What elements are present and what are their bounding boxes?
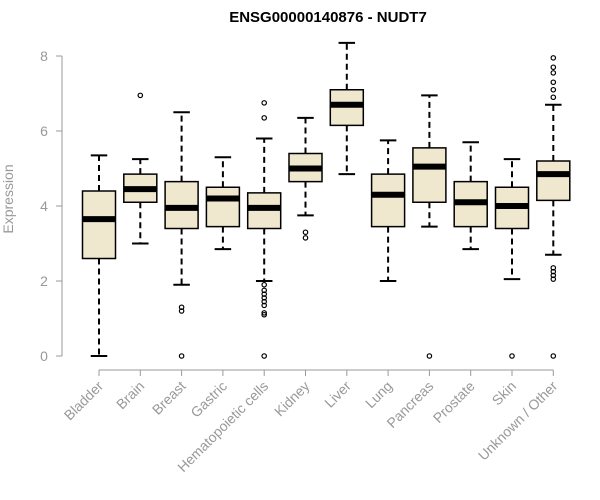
outlier-point: [550, 79, 557, 86]
x-tick-label: Prostate: [430, 378, 478, 426]
box-group: [81, 154, 117, 357]
outlier-point: [550, 70, 557, 76]
y-tick-label: 6: [40, 123, 48, 139]
y-tick-label: 4: [40, 198, 48, 214]
outlier-point: [426, 353, 433, 359]
x-tick-label: Brain: [113, 378, 147, 412]
box-group: [246, 100, 282, 359]
box-group: [494, 158, 530, 359]
x-tick-label: Lung: [362, 378, 395, 411]
outlier-point: [137, 92, 144, 99]
outlier-point: [550, 268, 557, 275]
outlier-point: [261, 298, 268, 305]
box-group: [370, 139, 406, 282]
outlier-point: [261, 287, 268, 294]
outlier-point: [261, 115, 268, 121]
outlier-point: [261, 302, 268, 309]
outlier-point: [550, 276, 557, 282]
iqr-box: [370, 173, 406, 228]
outlier-point: [261, 281, 268, 288]
outlier-point: [261, 353, 268, 359]
outlier-point: [550, 353, 557, 359]
outlier-point: [550, 64, 557, 71]
outlier-point: [178, 308, 185, 314]
box-group: [123, 92, 158, 245]
box-group: [164, 111, 199, 359]
y-axis: 0 2 4 6 8: [40, 48, 63, 364]
iqr-box: [81, 190, 117, 260]
iqr-box: [536, 160, 571, 202]
outlier-point: [302, 229, 309, 236]
outlier-point: [261, 311, 268, 318]
x-tick-label: Skin: [489, 378, 520, 409]
box-group: [536, 55, 571, 359]
outlier-point: [261, 100, 268, 106]
box-group: [205, 156, 241, 251]
outlier-point: [550, 272, 557, 279]
x-tick-label: Bladder: [61, 378, 107, 424]
y-tick-label: 0: [40, 348, 48, 364]
y-tick-label: 2: [40, 273, 48, 289]
y-axis-label: Expression: [0, 164, 16, 233]
x-tick-label: Liver: [321, 378, 354, 411]
x-tick-label: Breast: [149, 378, 189, 418]
outlier-point: [550, 94, 557, 101]
chart-title: ENSG00000140876 - NUDT7: [229, 9, 427, 26]
outlier-point: [509, 353, 515, 359]
y-tick-label: 8: [40, 48, 48, 64]
outlier-point: [261, 310, 268, 316]
iqr-box: [205, 186, 241, 228]
outlier-point: [178, 304, 185, 311]
outlier-point: [550, 86, 557, 93]
box-group: [329, 41, 365, 176]
box-group: [412, 94, 447, 359]
x-tick-label: Kidney: [271, 378, 313, 420]
outlier-point: [261, 295, 268, 301]
outlier-point: [550, 265, 557, 271]
box-group: [453, 141, 488, 251]
outlier-point: [302, 235, 309, 241]
outlier-point: [550, 55, 557, 61]
outlier-point: [261, 291, 268, 297]
outlier-point: [178, 353, 185, 359]
iqr-box: [412, 147, 447, 203]
box-series: [81, 41, 571, 359]
box-group: [288, 116, 323, 241]
